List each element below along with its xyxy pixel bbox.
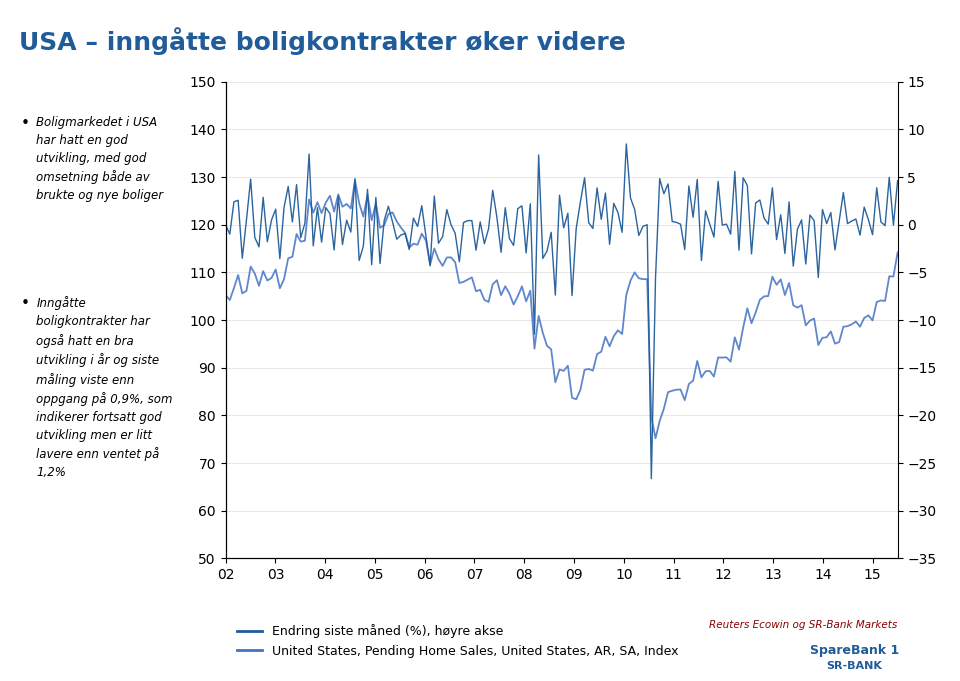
- Text: Boligmarkedet i USA
har hatt en god
utvikling, med god
omsetning både av
brukte : Boligmarkedet i USA har hatt en god utvi…: [36, 116, 163, 202]
- Text: SpareBank 1: SpareBank 1: [810, 644, 899, 657]
- Legend: Endring siste måned (%), høyre akse, United States, Pending Home Sales, United S: Endring siste måned (%), høyre akse, Uni…: [232, 620, 684, 663]
- Text: •: •: [21, 116, 30, 131]
- Text: •: •: [21, 296, 30, 311]
- Text: SR-BANK: SR-BANK: [827, 661, 882, 671]
- Text: Reuters Ecowin og SR-Bank Markets: Reuters Ecowin og SR-Bank Markets: [709, 620, 898, 630]
- Text: USA – inngåtte boligkontrakter øker videre: USA – inngåtte boligkontrakter øker vide…: [19, 27, 626, 55]
- Text: Inngåtte
boligkontrakter har
også hatt en bra
utvikling i år og siste
måling vis: Inngåtte boligkontrakter har også hatt e…: [36, 296, 173, 479]
